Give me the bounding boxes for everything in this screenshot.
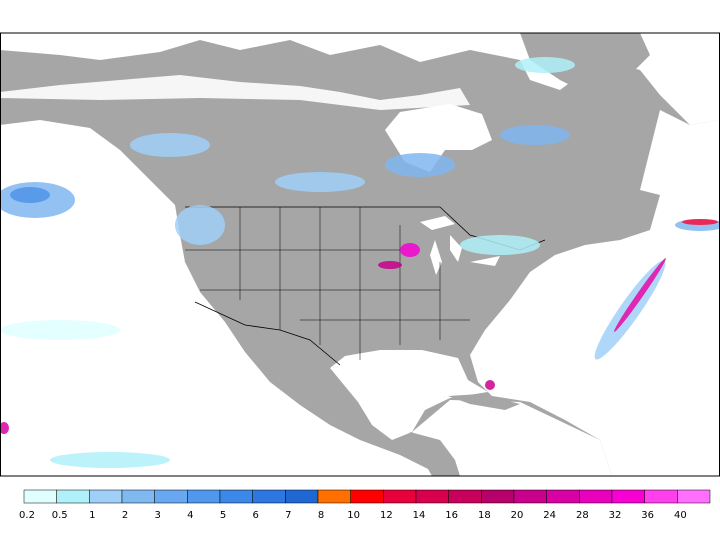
arctic-islands [0, 44, 505, 95]
great-lakes [420, 216, 500, 275]
gulf-of-mexico [330, 350, 488, 440]
pacific-ocean [0, 120, 440, 476]
colorbar-label: 5 [220, 510, 226, 521]
greenland [520, 33, 650, 95]
colorbar-swatch [252, 489, 286, 504]
colorbar-label: 8 [318, 510, 324, 521]
colorbar-label: 3 [154, 510, 160, 521]
atlantic-ocean [470, 110, 720, 476]
colorbar-label: 40 [674, 510, 687, 521]
state-lines [185, 207, 470, 360]
colorbar-swatch [644, 489, 678, 504]
colorbar-label: 2 [122, 510, 128, 521]
colorbar-label: 16 [445, 510, 458, 521]
caribbean-sea [412, 400, 612, 476]
central-america [410, 432, 460, 476]
colorbar-swatch [513, 489, 547, 504]
colorbar-label: 0.2 [19, 510, 35, 521]
colorbar-swatch [317, 489, 351, 504]
precip [0, 57, 720, 468]
colorbar-swatch [448, 489, 482, 504]
colorbar-label: 28 [576, 510, 589, 521]
colorbar-label: 18 [478, 510, 491, 521]
colorbar-swatch [546, 489, 580, 504]
cuba [448, 394, 520, 410]
colorbar-label: 14 [413, 510, 426, 521]
colorbar-swatch [219, 489, 253, 504]
colorbar-label: 1 [89, 510, 95, 521]
map [0, 32, 720, 477]
colorbar-label: 32 [609, 510, 622, 521]
colorbar-swatch [350, 489, 384, 504]
colorbar-swatch [611, 489, 645, 504]
arctic-channels [0, 75, 470, 110]
colorbar-label: 0.5 [52, 510, 68, 521]
colorbar-swatch [56, 489, 90, 504]
colorbar-label: 20 [511, 510, 524, 521]
colorbar-swatch [121, 489, 155, 504]
colorbar-swatch [415, 489, 449, 504]
colorbar-label: 7 [285, 510, 291, 521]
colorbar-label: 4 [187, 510, 193, 521]
colorbar-swatch [579, 489, 613, 504]
colorbar-label: 12 [380, 510, 393, 521]
colorbar-swatch [481, 489, 515, 504]
colorbar-swatch [383, 489, 417, 504]
colorbar-swatch [23, 489, 57, 504]
colorbar-swatch [187, 489, 221, 504]
colorbar-label: 36 [641, 510, 654, 521]
colorbar-swatch [285, 489, 319, 504]
colorbar-swatch [154, 489, 188, 504]
colorbar-label: 6 [252, 510, 258, 521]
colorbar-label: 10 [347, 510, 360, 521]
colorbar: 0.2 0.5 1 2 3 4 5 6 7 8 10 12 14 16 18 20 24 28 32 36 40 [19, 489, 711, 521]
colorbar-swatch [89, 489, 123, 504]
colorbar-swatch [677, 489, 711, 504]
colorbar-label: 24 [543, 510, 556, 521]
